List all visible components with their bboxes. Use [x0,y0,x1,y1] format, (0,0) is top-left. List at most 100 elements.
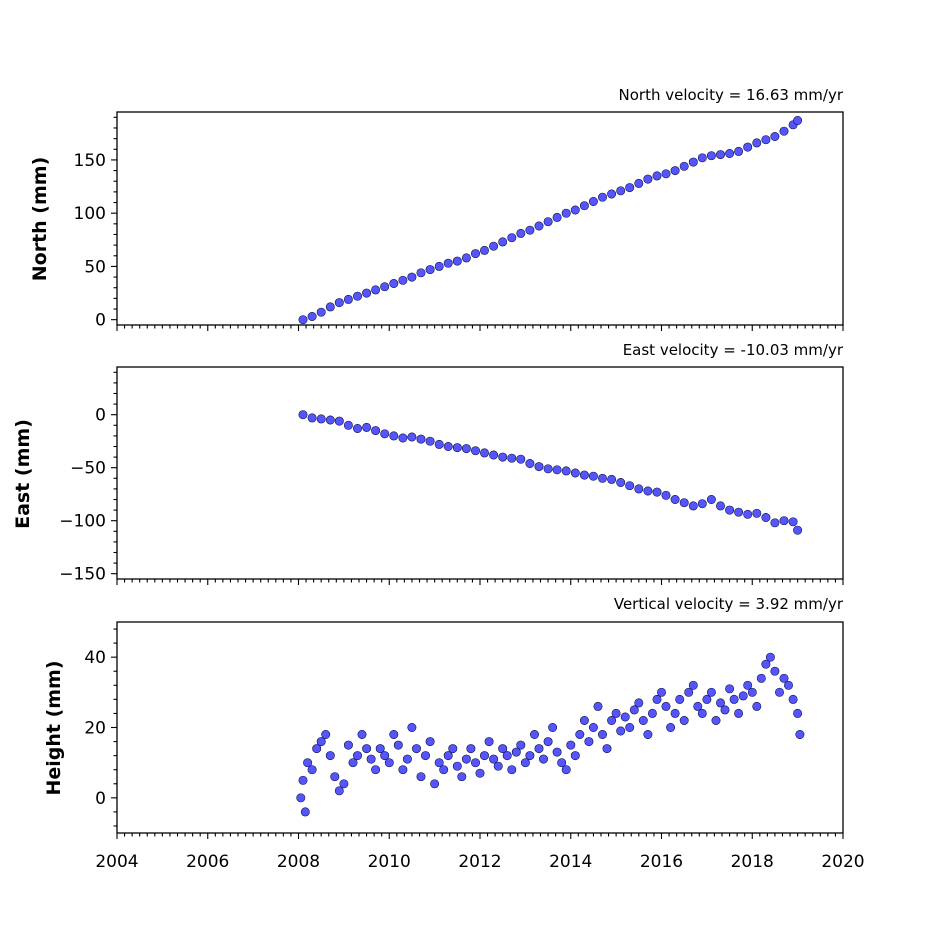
height-data-point [688,680,698,690]
east-data-point [534,462,544,472]
east-data-point [362,422,372,432]
height-data-point [466,744,476,754]
north-data-point [743,142,753,152]
east-velocity-label: East velocity = -10.03 mm/yr [623,341,844,359]
height-data-point [548,723,558,732]
north-data-point [362,288,372,298]
east-data-point [516,454,526,464]
height-data-point [534,744,544,754]
height-data-point [484,737,494,747]
height-data-point [421,751,430,761]
height-data-point [407,723,417,732]
north-plot-frame [116,111,844,326]
north-data-point [752,138,762,148]
north-data-point [625,183,635,193]
north-data-point [697,153,707,163]
height-data-point [643,730,653,739]
north-data-point [679,161,689,171]
east-data-point [561,466,571,476]
north-data-point [461,253,471,263]
north-data-point [371,285,381,295]
north-data-point [471,249,480,259]
x-tick-label: 2020 [821,852,864,872]
east-data-point [625,481,635,491]
height-data-point [725,684,735,694]
east-data-point [679,498,689,508]
height-data-point [384,758,394,768]
east-y-tick-label: −50 [70,459,106,479]
height-data-point [316,737,326,747]
east-plot-frame [116,366,844,580]
east-data-point [425,436,435,446]
north-data-point [779,126,789,136]
height-data-point [371,765,381,775]
height-data-point [543,737,553,747]
east-data-point [507,453,517,463]
height-data-point [775,687,784,697]
height-y-tick-label: 20 [84,719,106,739]
height-data-point [602,744,612,754]
height-data-point [711,716,721,725]
north-data-point [389,279,399,288]
north-data-point [425,265,435,275]
north-data-point [607,189,617,199]
north-data-point [434,261,444,271]
north-data-point [489,241,499,251]
north-data-point [598,192,607,202]
height-data-point [425,737,435,747]
east-data-point [770,518,780,528]
height-data-point [343,740,353,750]
east-data-point [325,415,335,425]
north-data-point [734,146,744,156]
height-data-point [584,737,594,747]
height-data-point [366,754,376,764]
height-data-point [380,751,390,761]
north-panel: North velocity = 16.63 mm/yr North (mm) … [29,86,844,331]
east-data-point [579,470,589,480]
north-data-point [498,237,508,247]
height-y-tick-label: 40 [84,648,106,668]
east-points [298,410,803,535]
east-data-point [697,499,707,509]
north-data-point [398,275,408,285]
height-data-point [439,765,449,775]
east-y-ticks: −150 −100 −50 0 [59,371,117,585]
north-axis-label: North (mm) [29,157,51,282]
height-data-point [666,723,676,732]
north-data-point [416,268,426,278]
height-data-point [693,701,703,711]
x-tick-label: 2008 [277,852,320,872]
x-tick-label: 2016 [640,852,683,872]
east-data-point [643,486,653,496]
east-y-tick-label: −100 [59,512,106,532]
x-tick-label: 2014 [549,852,592,872]
height-data-point [795,730,805,739]
height-data-point [321,730,331,739]
height-data-point [743,680,753,690]
east-data-point [525,459,535,468]
height-data-point [362,744,372,754]
height-data-point [788,694,798,704]
height-data-point [752,701,762,711]
east-data-point [779,516,789,526]
height-data-point [353,751,362,761]
height-data-point [579,716,589,725]
height-panel: Vertical velocity = 3.92 mm/yr Height (m… [43,595,865,872]
height-data-point [530,730,539,739]
height-data-point [729,694,739,704]
x-tick-label: 2012 [458,852,501,872]
height-data-point [402,754,412,764]
north-data-point [579,201,589,211]
height-data-point [416,772,426,782]
height-data-point [516,740,526,750]
height-data-point [566,740,576,750]
height-data-point [357,730,367,739]
height-axis-label: Height (mm) [43,660,65,795]
east-data-point [389,431,399,441]
height-data-point [620,712,630,722]
height-data-point [330,772,340,782]
height-data-point [647,708,657,718]
north-data-point [570,205,580,215]
east-data-point [407,432,417,442]
